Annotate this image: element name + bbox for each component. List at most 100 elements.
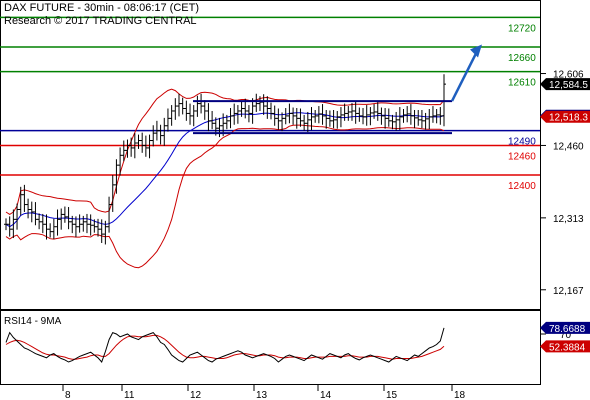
price-bar xyxy=(324,109,329,129)
price-bar xyxy=(434,109,439,124)
x-tick-label: 15 xyxy=(386,390,398,400)
price-bar xyxy=(107,196,112,233)
price-bar xyxy=(305,111,310,133)
x-tick-label: 11 xyxy=(124,390,135,400)
level-label-12400: 12400 xyxy=(508,181,536,192)
price-bar xyxy=(84,213,89,234)
price-bar xyxy=(338,107,343,128)
level-label-12490: 12490 xyxy=(508,137,536,148)
price-bar xyxy=(309,107,314,131)
rsi-layer xyxy=(5,327,445,363)
y-tick-label: 12,313 xyxy=(553,214,584,225)
price-layer: 12720 12660 12610 12490 12460 12400 xyxy=(0,16,540,269)
price-tag-bg xyxy=(540,110,590,123)
price-bar xyxy=(51,218,56,240)
price-bar xyxy=(383,108,388,129)
price-bar xyxy=(29,201,34,223)
price-bar xyxy=(114,159,119,194)
price-bar xyxy=(202,100,207,120)
price-bar xyxy=(357,107,362,122)
price-bar xyxy=(386,108,391,127)
price-bar xyxy=(416,109,421,126)
price-bar xyxy=(55,209,60,236)
price-bar xyxy=(33,202,38,226)
price-bar xyxy=(22,184,27,212)
moving-average xyxy=(5,112,445,228)
price-bar xyxy=(125,139,130,158)
price-bar xyxy=(66,207,71,230)
price-bar xyxy=(427,109,432,130)
price-bar xyxy=(118,147,123,176)
price-tag-label: 12,584.5 xyxy=(549,80,588,91)
price-bar xyxy=(250,98,255,124)
price-bar xyxy=(423,112,428,130)
price-tag-bg xyxy=(540,78,590,91)
price-bar xyxy=(199,93,204,114)
rsi-value-tag-bg xyxy=(540,321,590,334)
price-bar xyxy=(37,213,42,230)
price-bar xyxy=(48,223,53,238)
price-bar xyxy=(136,134,141,149)
y-tick-label: 12,606 xyxy=(553,70,584,81)
price-bar xyxy=(140,132,145,153)
price-bar xyxy=(15,203,20,230)
price-bar xyxy=(62,206,67,223)
y-tick-label: 12,460 xyxy=(553,141,584,152)
x-tick-label: 18 xyxy=(454,390,466,400)
price-bar xyxy=(327,110,332,127)
price-bar xyxy=(287,103,292,124)
level-label-12660: 12660 xyxy=(508,53,536,64)
rsi-value-tag: 52.3884 xyxy=(540,340,590,353)
price-bar xyxy=(283,108,288,125)
price-tag-label: 12,518.3 xyxy=(549,113,588,124)
price-bar xyxy=(272,105,277,126)
price-bar xyxy=(228,108,233,129)
price-bar xyxy=(368,107,373,126)
x-tick-label: 8 xyxy=(65,390,71,400)
price-tag: 12,584.5 xyxy=(540,78,590,91)
rsi-panel xyxy=(0,310,541,385)
price-bar xyxy=(394,111,399,131)
rsi-ma-line xyxy=(5,334,445,360)
rsi-line xyxy=(5,327,445,363)
rsi-value-tag-label: 52.3884 xyxy=(549,342,586,353)
price-bar xyxy=(184,100,189,121)
projection-arrow-shaft xyxy=(450,50,479,102)
price-bar xyxy=(77,214,82,233)
x-tick-label: 14 xyxy=(320,390,332,400)
price-bar xyxy=(269,102,274,120)
price-bar xyxy=(372,104,377,119)
bollinger-upper xyxy=(5,88,445,215)
price-bar xyxy=(176,93,181,117)
y-axis: 12,60612,46012,31312,16712,584.512,520.3… xyxy=(540,70,590,353)
price-bar xyxy=(110,175,115,212)
price-bar xyxy=(349,103,354,121)
price-bar xyxy=(4,218,8,231)
price-bar xyxy=(276,108,281,130)
price-bar xyxy=(103,220,108,245)
price-bar xyxy=(265,96,270,119)
price-bar xyxy=(210,110,215,130)
price-bar xyxy=(397,107,402,131)
price-bar xyxy=(342,103,347,121)
price-bar xyxy=(26,198,31,219)
price-bar xyxy=(224,114,229,130)
price-bar xyxy=(298,108,303,127)
price-bar xyxy=(430,106,435,123)
price-bar xyxy=(88,214,93,236)
price-bar xyxy=(320,104,325,125)
price-bar xyxy=(188,103,193,125)
price-bar xyxy=(191,105,196,127)
price-bar xyxy=(405,106,410,123)
price-bar xyxy=(294,108,299,129)
copyright-text: Research © 2017 TRADING CENTRAL xyxy=(4,15,197,27)
level-label-12720: 12720 xyxy=(508,23,536,34)
price-bar xyxy=(316,106,321,124)
price-bar xyxy=(401,109,406,123)
level-label-12460: 12460 xyxy=(508,151,536,162)
price-bar xyxy=(353,101,358,124)
rsi-value-tag: 78.6688 xyxy=(540,321,590,335)
price-bar xyxy=(18,186,23,216)
price-bar xyxy=(335,110,340,129)
